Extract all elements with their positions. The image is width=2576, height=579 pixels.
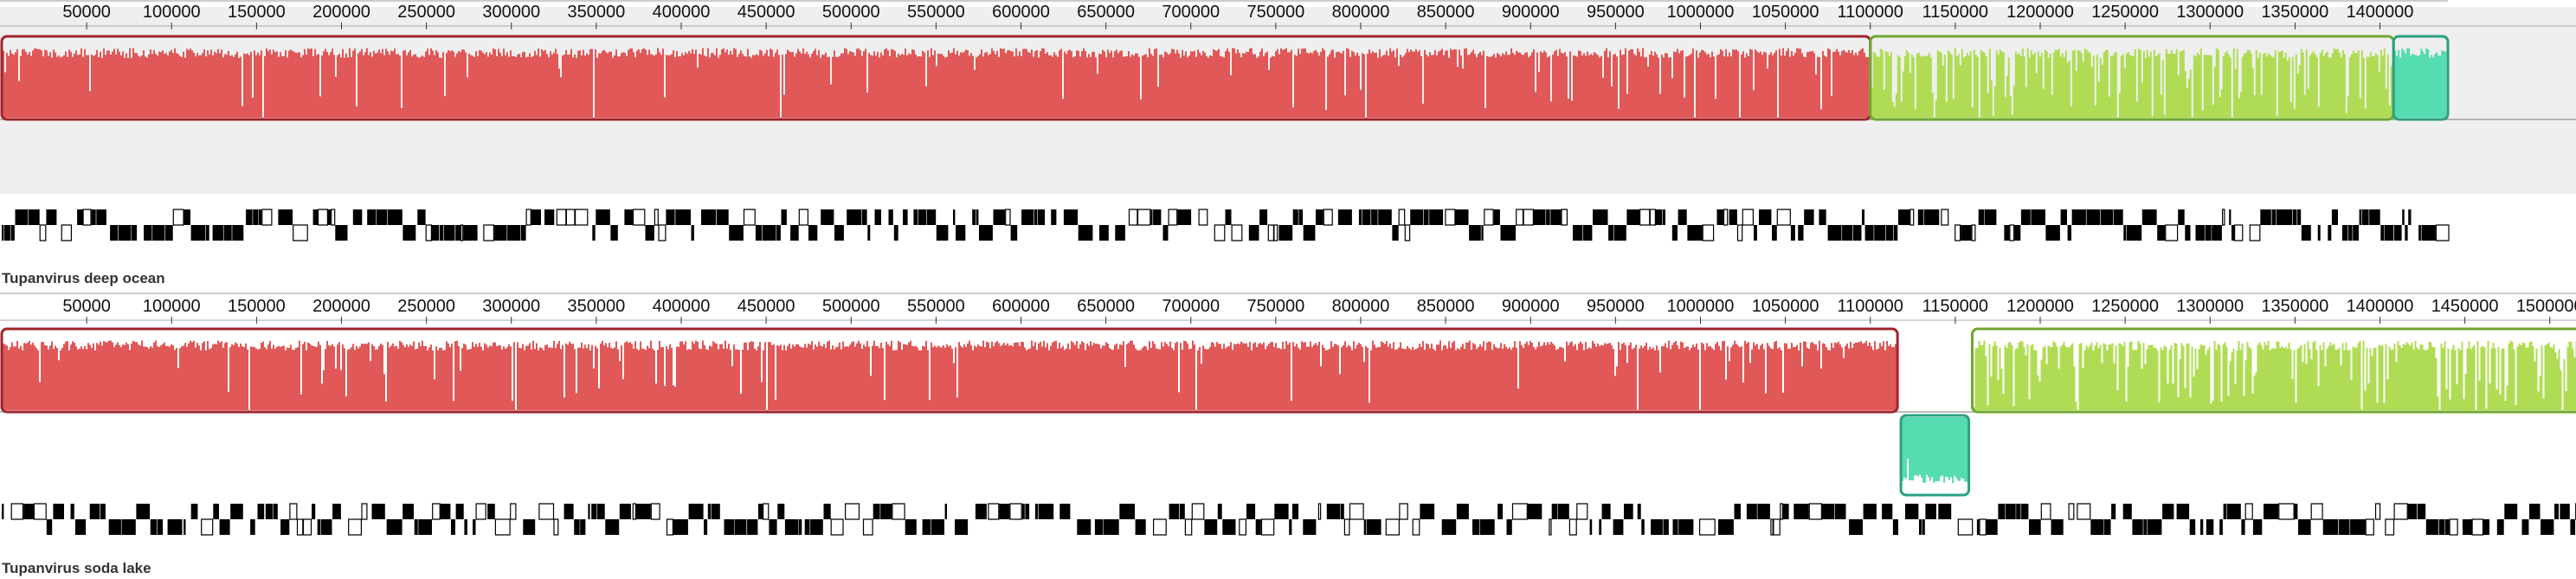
ruler-tick-label: 1500000 (2516, 297, 2576, 316)
lcb-block (1971, 327, 2576, 414)
feature-track (2, 503, 2576, 536)
ruler-tick-label: 1100000 (1838, 3, 1903, 22)
lcb-outline (2392, 35, 2450, 121)
ruler-tick-label: 100000 (143, 297, 201, 316)
ruler-tick-label: 850000 (1417, 297, 1475, 316)
ruler-tick-label: 850000 (1417, 3, 1475, 22)
genome-panel: 50000 100000 150000 200000 250000 300000 35000… (0, 293, 2576, 576)
ruler-tick-label: 300000 (482, 3, 540, 22)
ruler-tick-label: 250000 (397, 297, 455, 316)
ruler-tick-label: 400000 (653, 297, 711, 316)
ruler-tick-label: 50000 (62, 297, 111, 316)
lcb-outline (1971, 327, 2576, 414)
ruler-tick-label: 400000 (653, 3, 711, 22)
ruler-tick-label: 1350000 (2261, 297, 2328, 316)
ruler-tick-label: 300000 (482, 297, 540, 316)
ruler-tick-label: 500000 (822, 297, 880, 316)
ruler-tick-label: 950000 (1587, 297, 1645, 316)
ruler-tick-label: 250000 (397, 3, 455, 22)
ruler-tick-label: 1050000 (1752, 3, 1819, 22)
ruler-tick-label: 150000 (228, 297, 286, 316)
ruler-tick-label: 350000 (568, 297, 626, 316)
lcb-block (1899, 414, 1971, 497)
ruler-tick-label: 1450000 (2431, 297, 2499, 316)
ruler-tick-label: 500000 (822, 3, 880, 22)
ruler-tick-label: 900000 (1502, 3, 1560, 22)
similarity-profile (1902, 417, 1968, 484)
ruler-tick-label: 200000 (312, 297, 370, 316)
ruler-tick-label: 100000 (143, 3, 201, 22)
ruler-tick-label: 750000 (1247, 297, 1305, 316)
similarity-profile (3, 48, 1869, 119)
ruler-tick-label: 450000 (737, 297, 795, 316)
ruler-tick-label: 1300000 (2176, 3, 2244, 22)
ruler-tick-label: 1250000 (2091, 3, 2159, 22)
ruler-tick-label: 1150000 (1922, 3, 1988, 22)
ruler-tick-label: 1200000 (2006, 297, 2074, 316)
genome-panel: 50000 100000 150000 200000 250000 300000 35000… (0, 0, 2576, 286)
feature-track (2, 209, 2450, 241)
ruler-tick-label: 750000 (1247, 3, 1305, 22)
ruler-tick-label: 1350000 (2261, 3, 2328, 22)
ruler-tick-label: 1200000 (2006, 3, 2074, 22)
ruler-tick-label: 800000 (1332, 3, 1390, 22)
ruler-tick-label: 1300000 (2176, 297, 2244, 316)
ruler-tick-label: 950000 (1587, 3, 1645, 22)
ruler-tick-label: 1000000 (1667, 297, 1735, 316)
ruler-tick-label: 1000000 (1667, 3, 1735, 22)
feature-outlines (39, 209, 2450, 241)
feature-blocks (2, 504, 2576, 535)
ruler-tick-label: 1150000 (1922, 297, 1988, 316)
feature-outlines (10, 503, 2576, 536)
lcb-block (0, 327, 1899, 414)
ruler-tick-label: 350000 (568, 3, 626, 22)
genome-name-label: Tupanvirus deep ocean (2, 270, 165, 286)
lcb-outline (1899, 414, 1971, 497)
ruler-tick-label: 650000 (1077, 3, 1135, 22)
ruler-tick-label: 200000 (312, 3, 370, 22)
similarity-profile (1871, 48, 2392, 119)
similarity-profile (3, 340, 1897, 412)
ruler-tick-label: 550000 (907, 297, 965, 316)
ruler-tick-label: 600000 (992, 3, 1050, 22)
lcb-block (2392, 35, 2450, 121)
ruler-tick-label: 1400000 (2347, 297, 2414, 316)
ruler-tick-label: 800000 (1332, 297, 1390, 316)
ruler-tick-label: 650000 (1077, 297, 1135, 316)
ruler-tick-label: 900000 (1502, 297, 1560, 316)
lcb-outline (0, 327, 1899, 414)
ruler-tick-label: 450000 (737, 3, 795, 22)
genome-name-label: Tupanvirus soda lake (2, 560, 151, 576)
ruler-tick-label: 1400000 (2347, 3, 2414, 22)
similarity-profile (2394, 48, 2447, 118)
ruler-tick-label: 1250000 (2091, 297, 2159, 316)
ruler-tick-label: 700000 (1162, 3, 1220, 22)
ruler-tick-label: 1050000 (1752, 297, 1819, 316)
ruler-tick-label: 150000 (228, 3, 286, 22)
ruler-tick-label: 550000 (907, 3, 965, 22)
ruler-tick-label: 50000 (62, 3, 111, 22)
ruler-tick-label: 600000 (992, 297, 1050, 316)
ruler-tick-label: 700000 (1162, 297, 1220, 316)
ruler-tick-label: 1100000 (1838, 297, 1903, 316)
